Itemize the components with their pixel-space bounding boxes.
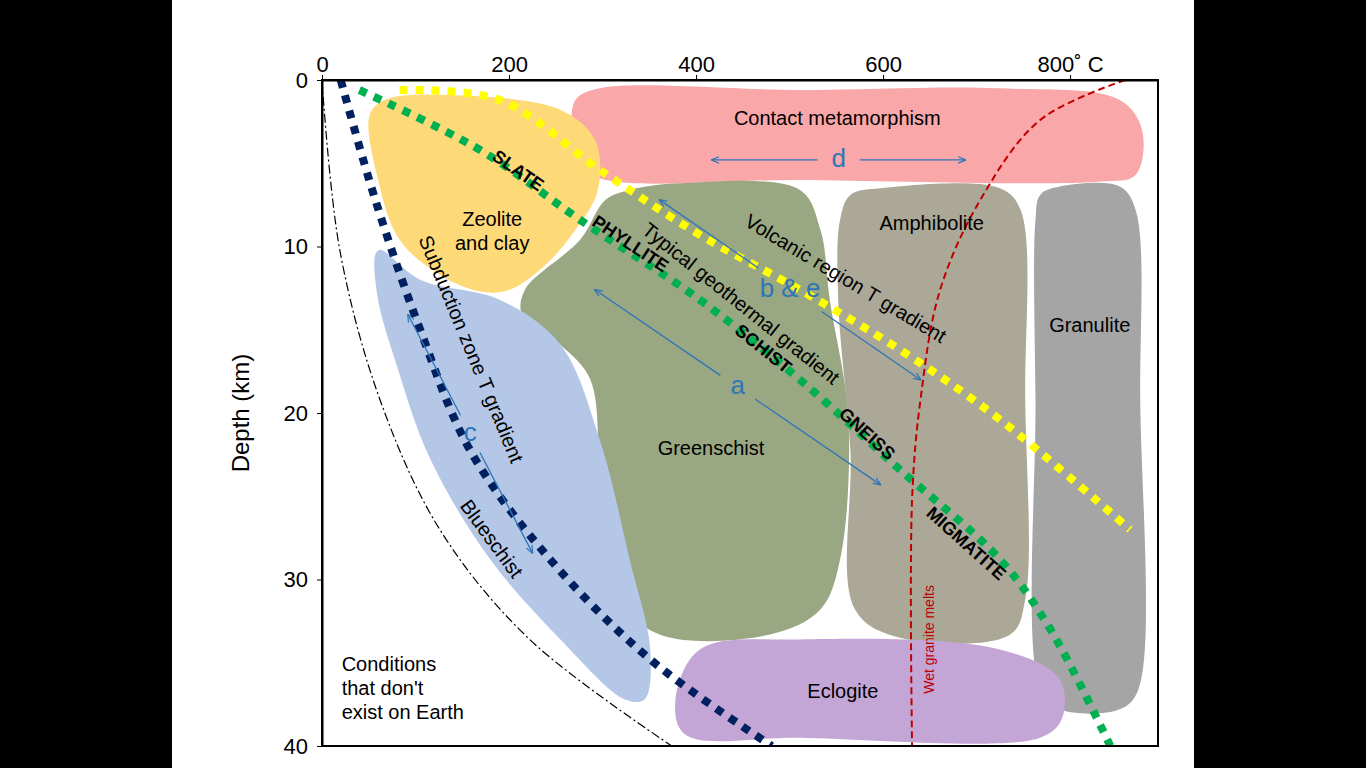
labels: Contact metamorphism Zeoliteand clay Green…: [342, 107, 1131, 722]
x-tick: 200: [491, 52, 528, 80]
region-label: Greenschist: [658, 437, 765, 459]
region-label-line: Blueschist: [456, 495, 528, 582]
arrow-segment: [712, 159, 818, 160]
y-tick-label: 10: [284, 234, 308, 259]
x-tick-label: 200: [491, 52, 528, 77]
series-label-line: Wet granite melts: [921, 585, 937, 694]
x-tick: 400: [678, 52, 715, 80]
arrows: [408, 160, 965, 553]
rock-label: GNEISS: [835, 404, 899, 464]
series-label: Wet granite melts: [921, 585, 937, 694]
arrow-label: c: [464, 417, 477, 447]
x-tick-label: 600: [865, 52, 902, 77]
region-label-line: Greenschist: [658, 437, 765, 459]
region-label-line: Contact metamorphism: [734, 107, 941, 129]
rock-label-line: GNEISS: [835, 404, 899, 464]
series-label: Subduction zone T gradient: [415, 232, 529, 466]
rock-label-line: SCHIST: [731, 320, 795, 377]
annotation-line: Conditions: [342, 653, 437, 675]
plot-frame: [322, 80, 1158, 746]
annotation-line: that don't: [342, 677, 424, 699]
x-tick: 0: [316, 52, 328, 80]
series-label-line: Subduction zone T gradient: [415, 232, 529, 466]
y-tick-mark: [317, 413, 322, 414]
arrow-label: d: [831, 143, 845, 173]
y-tick: 0: [296, 68, 322, 93]
annotation-line: exist on Earth: [342, 701, 464, 723]
region-label: Amphibolite: [879, 212, 984, 234]
chart-svg: 0 200 400 600 800˚ C 0 10 20 30 40 Depth (km) Conta…: [0, 0, 1366, 768]
rock-label-line: MIGMATITE: [922, 503, 1009, 584]
gradient-line: [400, 90, 1130, 530]
chart-root: 0 200 400 600 800˚ C 0 10 20 30 40 Depth (km) Conta…: [0, 0, 1366, 768]
y-tick-label: 20: [284, 401, 308, 426]
arrow-label-line: c: [464, 417, 477, 447]
arrow-segment: [822, 312, 921, 380]
series-label-line: Volcanic region T gradient: [741, 210, 950, 348]
region-label-line: and clay: [455, 232, 530, 254]
gradient-line: [341, 80, 772, 746]
x-tick: 800˚ C: [1038, 52, 1104, 80]
region-label-line: Amphibolite: [879, 212, 984, 234]
y-tick: 20: [284, 401, 322, 426]
arrow-label: a: [730, 370, 745, 400]
facies-region: [374, 250, 651, 702]
region-label-line: Eclogite: [807, 680, 878, 702]
region-label: Contact metamorphism: [734, 107, 941, 129]
rock-label: SLATE: [489, 146, 548, 195]
region-label: Zeoliteand clay: [455, 208, 530, 254]
y-tick-mark: [317, 746, 322, 747]
arrow-segment: [660, 200, 759, 268]
y-tick: 30: [284, 567, 322, 592]
arrow-label-line: d: [831, 143, 845, 173]
rock-label: MIGMATITE: [922, 503, 1009, 584]
y-tick-mark: [317, 80, 322, 81]
arrow-segment: [480, 452, 532, 552]
y-tick: 10: [284, 234, 322, 259]
facies-region: [572, 85, 1144, 183]
annotation: Conditionsthat don'texist on Earth: [342, 653, 464, 723]
y-axis: 0 10 20 30 40: [284, 68, 323, 759]
arrow-label-line: a: [730, 370, 745, 400]
x-axis: 0 200 400 600 800˚ C: [316, 52, 1158, 81]
facies-region: [837, 183, 1029, 644]
facies-region: [675, 639, 1065, 744]
x-tick-label: 0: [316, 52, 328, 77]
x-tick: 600: [865, 52, 902, 80]
rock-label: PHYLLITE: [589, 211, 672, 276]
y-axis-title: Depth (km): [227, 354, 254, 473]
x-axis-line: [323, 80, 1159, 82]
plot-area: [322, 80, 1146, 746]
region-label: Eclogite: [807, 680, 878, 702]
series-label-line: Typical geothermal gradient: [638, 218, 844, 389]
x-tick-label: 400: [678, 52, 715, 77]
arrow-segment: [408, 315, 460, 415]
panel-background: [172, 0, 1194, 768]
x-tick-label: 800˚ C: [1038, 52, 1104, 77]
gradient-line: [911, 80, 1125, 746]
series-label: Volcanic region T gradient: [741, 210, 950, 348]
y-tick-label: 30: [284, 567, 308, 592]
region-label: Blueschist: [456, 495, 528, 582]
region-label: Granulite: [1049, 314, 1130, 336]
y-tick: 40: [284, 734, 322, 759]
y-tick-mark: [317, 247, 322, 248]
rock-label-line: SLATE: [489, 146, 548, 195]
arrow-segment: [860, 159, 966, 160]
rock-label-line: PHYLLITE: [589, 211, 672, 276]
y-tick-mark: [317, 580, 322, 581]
gradient-line: [322, 80, 672, 746]
rock-label: SCHIST: [731, 320, 795, 377]
arrow-label: b & e: [760, 273, 821, 303]
y-tick-label: 40: [284, 734, 308, 759]
region-label-line: Granulite: [1049, 314, 1130, 336]
y-tick-label: 0: [296, 68, 308, 93]
series-label: Typical geothermal gradient: [638, 218, 844, 389]
region-label-line: Zeolite: [462, 208, 522, 230]
arrow-label-line: b & e: [760, 273, 821, 303]
arrow-segment: [755, 399, 880, 485]
arrow-segment: [595, 290, 720, 376]
